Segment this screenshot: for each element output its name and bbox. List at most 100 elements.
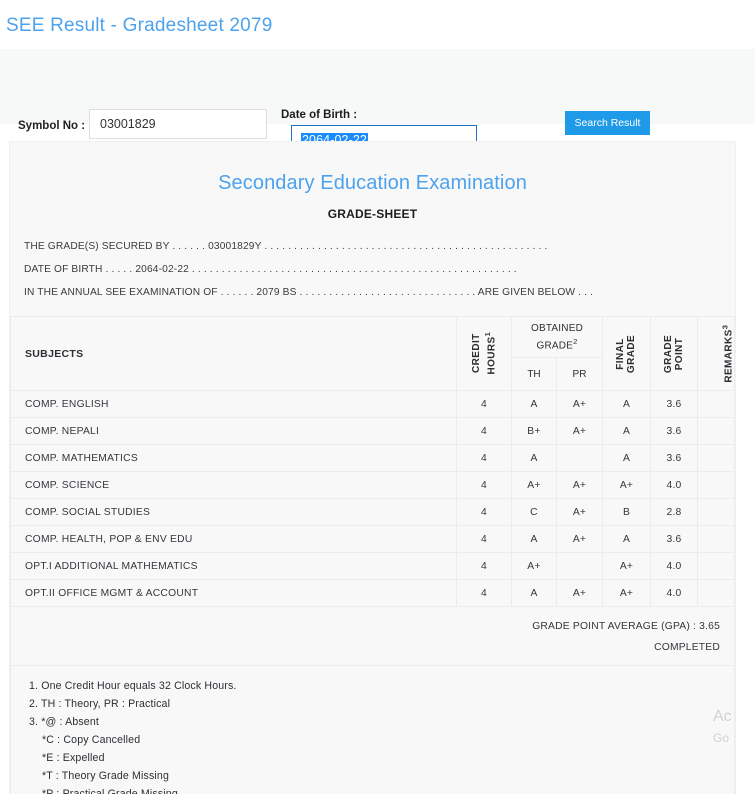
cell-subject: COMP. ENGLISH (10, 390, 457, 418)
declaration-line-3: IN THE ANNUAL SEE EXAMINATION OF . . . .… (24, 287, 594, 298)
cell-grade-point: 4.0 (650, 579, 699, 607)
cell-final-grade: A (602, 390, 652, 418)
cell-th-grade: A (511, 444, 557, 472)
cell-remarks (697, 579, 735, 607)
cell-pr-grade: A+ (555, 471, 604, 499)
cell-remarks (697, 498, 735, 526)
table-header-row-2: TH PR (11, 357, 735, 391)
cell-final-grade: A+ (602, 552, 652, 580)
footnote-item: *C : Copy Cancelled (42, 734, 141, 746)
cell-pr-grade: A+ (555, 417, 604, 445)
cell-final-grade: A (602, 525, 652, 553)
col-header-final-grade: FINAL GRADE (602, 316, 652, 391)
gpa-line: GRADE POINT AVERAGE (GPA) : 3.65 (532, 621, 720, 632)
cell-subject: OPT.I ADDITIONAL MATHEMATICS (10, 552, 457, 580)
table-row: COMP. SCIENCE 4 A+ A+ A+ 4.0 (10, 471, 735, 499)
remarks-footnote-marker: 3 (720, 324, 730, 330)
cell-th-grade: A (511, 390, 557, 418)
search-result-button[interactable]: Search Result (565, 111, 650, 135)
grades-table-head: SUBJECTS CREDIT HOURS1 OBTAINED GRADE2 FI… (10, 316, 735, 391)
table-row: OPT.II OFFICE MGMT & ACCOUNT 4 A A+ A+ 4.0 (10, 579, 735, 607)
cell-pr-grade: A+ (555, 498, 604, 526)
cell-subject: COMP. SCIENCE (10, 471, 457, 499)
cell-grade-point: 4.0 (650, 471, 699, 499)
footnote-item: 3. *@ : Absent (29, 716, 99, 728)
cell-remarks (697, 390, 735, 418)
cell-grade-point: 2.8 (650, 498, 699, 526)
cell-grade-point: 3.6 (650, 417, 699, 445)
footnote-item: *E : Expelled (42, 752, 105, 764)
date-of-birth-label: Date of Birth : (281, 109, 358, 121)
cell-grade-point: 4.0 (650, 552, 699, 580)
cell-pr-grade (555, 552, 604, 580)
cell-credit-hours: 4 (456, 444, 512, 472)
grades-table-body: COMP. ENGLISH 4 A A+ A 3.6 COMP. NEPALI 4 B+ A+ A 3… (10, 390, 735, 607)
cell-th-grade: A+ (511, 471, 557, 499)
cell-pr-grade: A+ (555, 579, 604, 607)
cell-pr-grade: A+ (555, 390, 604, 418)
col-header-final-grade-text: FINAL GRADE (615, 334, 638, 373)
symbol-no-label: Symbol No : (18, 120, 86, 132)
cell-th-grade: A (511, 525, 557, 553)
cell-remarks (697, 417, 735, 445)
cell-grade-point: 3.6 (650, 525, 699, 553)
table-row: COMP. SOCIAL STUDIES 4 C A+ B 2.8 (10, 498, 735, 526)
cell-subject: COMP. SOCIAL STUDIES (10, 498, 457, 526)
col-header-remarks-text: REMARKS3 (720, 324, 735, 383)
cell-credit-hours: 4 (456, 579, 512, 607)
cell-remarks (697, 552, 735, 580)
cell-subject: COMP. MATHEMATICS (10, 444, 457, 472)
cell-pr-grade (555, 444, 604, 472)
cell-th-grade: C (511, 498, 557, 526)
declaration-line-2: DATE OF BIRTH . . . . . 2064-02-22 . . .… (24, 264, 517, 275)
cell-credit-hours: 4 (456, 498, 512, 526)
footnote-item: *T : Theory Grade Missing (42, 770, 170, 782)
obtained-grade-footnote-marker: 2 (573, 336, 578, 346)
footnote-item: *P : Practical Grade Missing (42, 788, 178, 794)
summary-block: GRADE POINT AVERAGE (GPA) : 3.65 COMPLET… (10, 607, 735, 666)
status-badge: COMPLETED (654, 642, 720, 653)
cell-final-grade: A+ (602, 471, 652, 499)
cell-th-grade: A+ (511, 552, 557, 580)
exam-title: Secondary Education Examination (218, 172, 527, 194)
table-row: OPT.I ADDITIONAL MATHEMATICS 4 A+ A+ 4.0 (10, 552, 735, 580)
footnote-item: 2. TH : Theory, PR : Practical (29, 698, 171, 710)
cell-subject: COMP. HEALTH, POP & ENV EDU (10, 525, 457, 553)
grades-table: SUBJECTS CREDIT HOURS1 OBTAINED GRADE2 FI… (10, 316, 735, 607)
footnotes-list: 1. One Credit Hour equals 32 Clock Hours… (10, 666, 735, 794)
obtained-grade-line1: OBTAINED (531, 322, 583, 334)
credit-hours-footnote-marker: 1 (482, 332, 492, 337)
table-header-row-1: SUBJECTS CREDIT HOURS1 OBTAINED GRADE2 FI… (10, 316, 735, 391)
declaration-line-1: THE GRADE(S) SECURED BY . . . . . . 0300… (24, 241, 548, 252)
cell-final-grade: B (602, 498, 652, 526)
col-header-obtained-grade: OBTAINED GRADE2 (510, 316, 604, 358)
table-row: COMP. NEPALI 4 B+ A+ A 3.6 (10, 417, 735, 445)
cell-credit-hours: 4 (456, 417, 512, 445)
footnote-item: 1. One Credit Hour equals 32 Clock Hours… (29, 680, 237, 692)
col-header-grade-point-text: GRADE POINT (663, 334, 686, 373)
cell-final-grade: A (602, 444, 652, 472)
cell-grade-point: 3.6 (650, 444, 699, 472)
search-panel: Symbol No : Date of Birth : 2064-02-22 S… (0, 49, 755, 158)
cell-remarks (697, 444, 735, 472)
col-header-credit-hours: CREDIT HOURS1 (456, 316, 512, 391)
cell-th-grade: A (511, 579, 557, 607)
table-row: COMP. MATHEMATICS 4 A A 3.6 (10, 444, 735, 472)
cell-final-grade: A (602, 417, 652, 445)
col-header-pr: PR (555, 357, 604, 391)
cell-remarks (697, 525, 735, 553)
gradesheet-panel: Secondary Education Examination GRADE-SH… (9, 141, 736, 794)
cell-grade-point: 3.6 (650, 390, 699, 418)
col-header-grade-point: GRADE POINT (650, 316, 699, 391)
obtained-grade-line2: GRADE (536, 340, 574, 352)
cell-subject: COMP. NEPALI (10, 417, 457, 445)
cell-th-grade: B+ (511, 417, 557, 445)
cell-subject: OPT.II OFFICE MGMT & ACCOUNT (10, 579, 457, 607)
table-row: COMP. HEALTH, POP & ENV EDU 4 A A+ A 3.6 (10, 525, 735, 553)
col-header-th: TH (511, 357, 557, 391)
cell-credit-hours: 4 (456, 471, 512, 499)
cell-credit-hours: 4 (456, 525, 512, 553)
symbol-no-input[interactable] (89, 109, 267, 139)
cell-credit-hours: 4 (456, 552, 512, 580)
